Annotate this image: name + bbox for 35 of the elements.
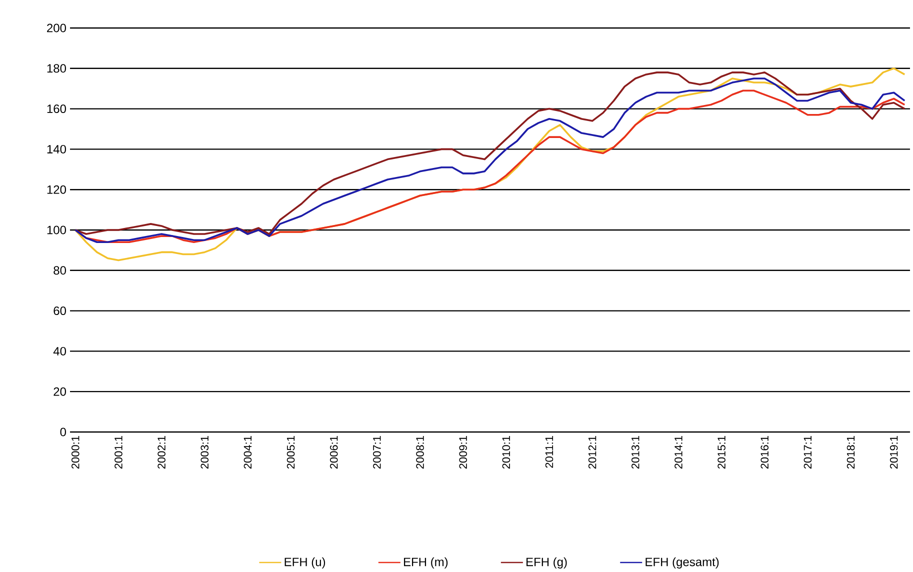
x-tick-label: 2001:1	[114, 436, 122, 469]
x-tick-label: 2013:1	[632, 436, 640, 469]
legend-label: EFH (u)	[284, 557, 326, 569]
y-tick-label: 180	[47, 64, 66, 73]
x-tick-label: 2007:1	[373, 436, 381, 469]
x-tick-label: 2011:1	[545, 436, 554, 468]
x-tick-label: 2015:1	[718, 436, 726, 469]
y-tick-label: 80	[54, 266, 66, 275]
x-tick-label: 2012:1	[588, 436, 596, 469]
y-tick-label: 60	[54, 306, 66, 316]
legend-label: EFH (gesamt)	[646, 557, 719, 569]
x-tick-label: 2000:1	[72, 436, 80, 469]
x-tick-label: 2004:1	[244, 436, 252, 469]
x-tick-label: 2009:1	[459, 436, 467, 469]
x-tick-label: 2002:1	[158, 436, 166, 469]
x-tick-label: 2016:1	[760, 436, 769, 469]
x-tick-label: 2018:1	[846, 436, 855, 469]
y-tick-label: 200	[47, 24, 66, 32]
x-tick-label: 2006:1	[330, 436, 338, 469]
y-tick-label: 0	[60, 428, 66, 436]
x-tick-label: 2003:1	[200, 436, 209, 469]
y-tick-label: 20	[54, 387, 66, 396]
x-tick-label: 2008:1	[416, 436, 424, 469]
y-tick-label: 140	[47, 144, 66, 154]
x-tick-label: 2019:1	[890, 436, 898, 469]
y-tick-label: 160	[47, 104, 66, 114]
x-tick-label: 2010:1	[502, 436, 510, 469]
x-tick-label: 2017:1	[804, 436, 812, 469]
y-tick-label: 120	[47, 185, 66, 194]
legend-label: EFH (g)	[526, 557, 567, 569]
y-tick-label: 40	[53, 346, 66, 356]
y-tick-label: 100	[47, 226, 66, 234]
x-tick-label: 2005:1	[286, 436, 295, 469]
x-tick-label: 2014:1	[674, 436, 682, 469]
legend-label: EFH (m)	[404, 557, 448, 569]
